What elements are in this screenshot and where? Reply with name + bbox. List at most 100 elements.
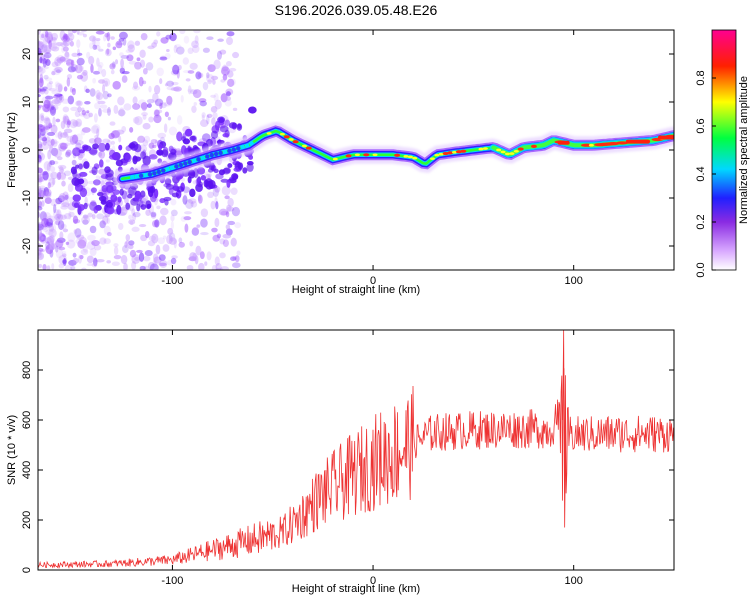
spectrogram-noise-speckle	[200, 232, 209, 236]
spectrogram-noise-speckle	[94, 137, 102, 145]
spectrogram-blob	[232, 174, 239, 180]
ridge-peak-red	[305, 146, 312, 150]
spectrogram-noise-speckle	[224, 99, 232, 107]
spectrogram-noise-speckle	[127, 244, 134, 250]
colorbar-tick-label: 0.8	[695, 70, 707, 85]
spectrogram-blob	[237, 162, 244, 170]
spectrogram-noise-speckle	[104, 32, 109, 38]
ridge-peak-yellow	[412, 156, 418, 160]
spectrogram-noise-speckle	[67, 32, 75, 41]
spectrogram-noise-speckle	[50, 171, 58, 180]
spectrogram-noise-speckle	[118, 38, 124, 42]
spectrogram-noise-speckle	[139, 49, 146, 58]
spectrogram-blob	[112, 189, 121, 196]
spectrogram-noise-speckle	[139, 59, 146, 68]
spectrogram-noise-speckle	[44, 77, 53, 82]
spectrogram-noise-speckle	[138, 252, 145, 262]
ridge-peak-yellow	[509, 152, 515, 155]
spectrogram-noise-speckle	[206, 74, 215, 83]
ridge-peak-red	[530, 144, 537, 148]
spectrogram-noise-speckle	[39, 73, 44, 84]
spectrogram-noise-speckle	[230, 256, 237, 262]
spectrogram-noise-speckle	[38, 185, 42, 194]
spectrogram-noise-speckle	[149, 263, 159, 270]
spectrogram-blob	[140, 151, 147, 160]
spectrogram-noise-speckle	[102, 108, 111, 113]
spectrogram-noise-speckle	[81, 267, 87, 270]
spectrogram-noise-speckle	[42, 54, 50, 60]
spectrogram-noise-speckle	[219, 49, 227, 55]
spectrogram-noise-speckle	[115, 129, 125, 135]
spectrogram-noise-speckle	[141, 112, 148, 117]
spectrogram-blob	[222, 133, 230, 138]
spectrogram-noise-speckle	[220, 93, 228, 103]
spectrogram-noise-speckle	[140, 102, 148, 110]
spectrogram-noise-speckle	[191, 40, 199, 49]
spectrogram-noise-speckle	[154, 98, 164, 107]
spectrogram-noise-speckle	[222, 64, 227, 74]
spectrogram-noise-speckle	[143, 255, 151, 262]
spectrogram-noise-speckle	[63, 121, 71, 129]
spectrogram-noise-speckle	[122, 37, 127, 46]
spectrogram-noise-speckle	[56, 156, 63, 161]
spectrogram-noise-speckle	[38, 158, 42, 164]
spectrogram-noise-speckle	[145, 230, 150, 239]
spectrogram-noise-speckle	[152, 260, 157, 268]
spectrogram-noise-speckle	[93, 244, 102, 251]
spectrogram-noise-speckle	[81, 127, 91, 133]
spectrogram-noise-speckle	[78, 113, 88, 117]
spectrogram-noise-speckle	[150, 211, 157, 218]
spectrogram-noise-speckle	[95, 94, 101, 103]
spectrogram-noise-speckle	[38, 128, 41, 136]
spectrogram-noise-speckle	[79, 254, 84, 260]
spectrogram-noise-speckle	[72, 30, 77, 34]
spectrogram-noise-speckle	[99, 220, 106, 229]
spectrogram-noise-speckle	[170, 198, 177, 206]
spectrogram-noise-speckle	[92, 44, 98, 50]
spectrogram-noise-speckle	[82, 33, 87, 38]
spectrogram-noise-speckle	[74, 140, 84, 146]
colorbar-tick-label: 0.2	[695, 214, 707, 229]
spectrogram-noise-speckle	[46, 172, 54, 182]
y-tick-label: -10	[21, 190, 33, 206]
spectrogram-noise-speckle	[160, 102, 167, 109]
spectrogram-noise-speckle	[143, 135, 151, 143]
spectrogram-noise-speckle	[145, 209, 151, 216]
spectrogram-noise-speckle	[228, 67, 237, 72]
spectrogram-noise-speckle	[75, 238, 82, 244]
spectrogram-noise-speckle	[56, 209, 62, 219]
spectrogram-blob	[98, 159, 104, 168]
spectrogram-noise-speckle	[145, 62, 154, 71]
colorbar-ticks: 0.0 0.2 0.4 0.6 0.8	[695, 70, 716, 278]
spectrogram-noise-speckle	[43, 45, 52, 54]
spectrogram-noise-speckle	[170, 220, 174, 230]
spectrogram-noise-speckle	[206, 114, 210, 125]
spectrogram-noise-speckle	[210, 75, 219, 81]
spectrogram-noise-speckle	[132, 96, 138, 105]
spectrogram-blob	[248, 154, 254, 160]
spectrogram-blob	[105, 142, 110, 151]
spectrogram-noise-speckle	[94, 44, 101, 50]
spectrogram-noise-speckle	[83, 111, 91, 120]
spectrogram-noise-speckle	[67, 176, 74, 181]
spectrogram-noise-speckle	[80, 129, 86, 136]
spectrogram-blob	[188, 169, 196, 179]
spectrogram-blob	[210, 130, 219, 140]
spectrogram-noise-speckle	[189, 62, 198, 70]
spectrogram-noise-speckle	[57, 214, 67, 220]
spectrogram-blob	[77, 204, 85, 211]
spectrogram-noise-speckle	[38, 248, 44, 252]
spectrogram-noise-speckle	[87, 234, 96, 241]
spectrogram-noise-speckle	[68, 211, 75, 218]
spectrogram-noise-speckle	[78, 254, 82, 264]
spectrogram-noise-speckle	[230, 187, 238, 196]
spectrogram-blob	[148, 154, 158, 160]
spectrogram-noise-speckle	[76, 74, 84, 80]
spectrogram-blob	[93, 206, 99, 214]
spectrogram-noise-speckle	[207, 191, 214, 199]
ridge-spot	[134, 174, 139, 179]
spectrogram-y-ticks: -20 -10 0 10 20	[21, 48, 674, 254]
y-tick-label: 10	[21, 96, 33, 108]
spectrogram-noise-speckle	[75, 118, 83, 128]
spectrogram-noise-speckle	[106, 32, 111, 42]
